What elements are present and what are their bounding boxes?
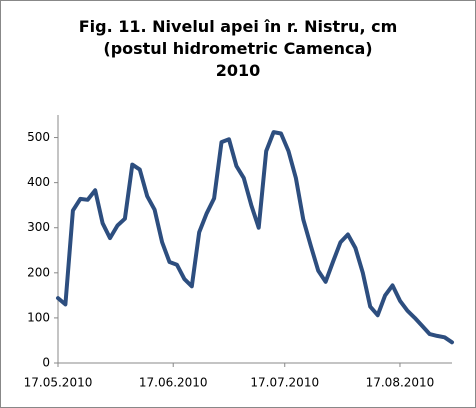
x-tick-label: 17.06.2010 (139, 376, 208, 390)
y-tick-label: 0 (42, 356, 50, 370)
x-tick-label: 17.07.2010 (250, 376, 319, 390)
x-tick-label: 17.05.2010 (24, 376, 93, 390)
x-tick-label: 17.08.2010 (366, 376, 435, 390)
y-tick-label: 200 (27, 265, 50, 279)
y-tick-label: 300 (27, 220, 50, 234)
chart-title: Fig. 11. Nivelul apei în r. Nistru, cm (… (78, 17, 398, 58)
data-line (56, 130, 454, 345)
y-tick-label: 100 (27, 310, 50, 324)
chart-subtitle: 2010 (215, 61, 261, 80)
y-tick-label: 500 (27, 130, 50, 144)
chart-title-block: Fig. 11. Nivelul apei în r. Nistru, cm (… (70, 16, 406, 82)
y-tick-label: 400 (27, 175, 50, 189)
